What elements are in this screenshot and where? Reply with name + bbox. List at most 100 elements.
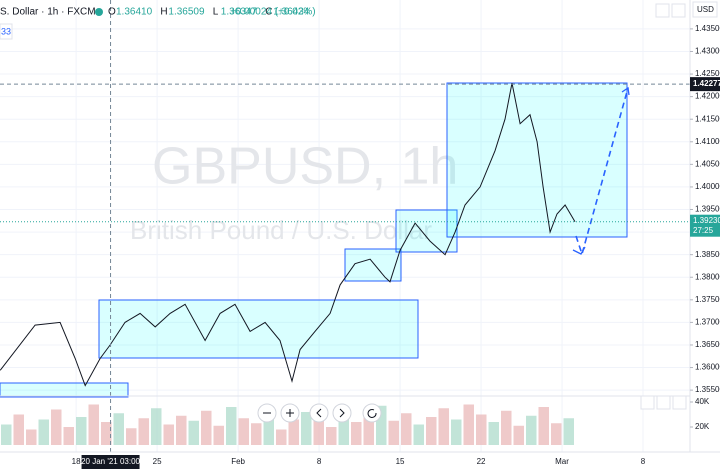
badge-box [0, 23, 13, 40]
volume-bar [251, 423, 262, 445]
volume-bar [463, 404, 474, 445]
badge: 33 [1, 26, 11, 36]
volume-bar [351, 422, 362, 445]
volume-bar [226, 407, 237, 445]
ohlc-label: O [108, 7, 116, 18]
price-line [0, 83, 576, 387]
volume-bar [338, 409, 349, 445]
y-tick-label: 1.36000 [695, 363, 720, 372]
header: S. Dollar · 1h · FXCM O 1.36410 H 1.36509 L 1… [0, 1, 718, 40]
countdown: 27:25 [693, 226, 714, 235]
y-tick-label: 1.42500 [695, 69, 720, 78]
crosshair-x-label: 20 Jan '21 03:00 [81, 457, 140, 466]
y-tick-label: 1.36500 [695, 340, 720, 349]
button[interactable] [640, 395, 655, 410]
volume-bar [451, 419, 462, 445]
volume-bar [263, 414, 274, 445]
y-tick-label: 1.40000 [695, 182, 720, 191]
volume-bar [476, 414, 487, 445]
ohlc-value: 1.36434 [273, 7, 310, 18]
volume-bar [163, 424, 174, 445]
y-tick-label: 1.40500 [695, 159, 720, 168]
currency-box[interactable] [692, 1, 718, 18]
volume-bar [526, 415, 537, 445]
volume-bar [363, 415, 374, 445]
y-tick-label: 1.37000 [695, 318, 720, 327]
y-tick-label: 1.38500 [695, 250, 720, 259]
volume-bar [563, 418, 574, 445]
volume-bar [38, 419, 49, 445]
volume-bar [26, 429, 37, 445]
crosshair-x-label-bg [81, 455, 140, 469]
forecast-arrow [575, 87, 629, 257]
volume-bar [513, 425, 524, 445]
y-tick-label: 1.38000 [695, 272, 720, 281]
y-tick-label: 1.43500 [695, 24, 720, 33]
volume-bar [76, 417, 87, 445]
arrow-head [572, 86, 630, 255]
volume-bar [538, 407, 549, 445]
plot [0, 0, 690, 452]
volume-bar [488, 422, 499, 445]
y-tick-label: 1.41000 [695, 137, 720, 146]
volume-bar [276, 429, 287, 445]
x-tick-label: Feb [231, 457, 245, 466]
volume-bar [13, 414, 24, 445]
volume-bar [438, 408, 449, 445]
volume-bar [388, 420, 399, 445]
ohlc-value: 1.36509 [168, 7, 205, 18]
watermark: GBPUSD, 1h [152, 138, 458, 196]
watermark-subtitle: British Pound / U.S. Dollar [130, 215, 432, 245]
last-price-label: 1.39230 [693, 216, 720, 225]
y-tick-label: 40K [695, 397, 710, 406]
y-tick-label: 1.35500 [695, 385, 720, 394]
button[interactable] [656, 395, 671, 410]
nav-icons [263, 408, 377, 418]
scroll-right[interactable] [332, 403, 352, 423]
axes: 18 25 Feb 8 15 22 Mar 8 1.35500 1.36000 1.36500 1.3… [72, 24, 720, 469]
ohlc-value: 1.36410 [116, 7, 153, 18]
x-tick-label: 22 [477, 457, 486, 466]
volume-bar [551, 423, 562, 445]
y-tick-label: 1.41500 [695, 114, 720, 123]
volume-bar [413, 424, 424, 445]
volume-bar [426, 417, 437, 445]
scroll-left[interactable] [309, 403, 329, 423]
x-tick-label: 18 [72, 457, 81, 466]
button[interactable] [671, 3, 686, 18]
ohlc-label: C [265, 7, 272, 18]
volume-bar [151, 408, 162, 445]
x-tick-label: 15 [396, 457, 405, 466]
button[interactable] [672, 395, 687, 410]
box [344, 248, 402, 282]
volume-bar [301, 412, 312, 445]
volume-bar [401, 413, 412, 445]
last-price-bg [690, 214, 720, 237]
volume-bar [213, 425, 224, 445]
volume-bar [501, 410, 512, 445]
y-tick-label: 1.37500 [695, 295, 720, 304]
x-tick-label: 8 [317, 457, 322, 466]
currency[interactable]: USD [697, 5, 714, 14]
volume-bar [88, 404, 99, 445]
x-tick-label: Mar [555, 457, 569, 466]
crosshair-y-label: 1.42277 [693, 79, 720, 88]
volume-bar [313, 417, 324, 445]
y-tick-label: 1.42000 [695, 92, 720, 101]
crosshair-y-label-bg [690, 77, 720, 92]
volume-bar [188, 420, 199, 445]
y-tick-label: 1.39500 [695, 205, 720, 214]
ohlc-label: L [213, 7, 219, 18]
reset[interactable] [362, 403, 382, 423]
x-tick-label: 8 [641, 457, 646, 466]
volume-bar [63, 427, 74, 445]
volume-bar [101, 422, 112, 445]
button[interactable] [655, 3, 670, 18]
x-tick-label: 25 [153, 457, 162, 466]
volume-bar [288, 419, 299, 445]
y-tick-label: 1.43000 [695, 47, 720, 56]
ohlc-label: H [160, 7, 167, 18]
volume-bar [326, 427, 337, 445]
